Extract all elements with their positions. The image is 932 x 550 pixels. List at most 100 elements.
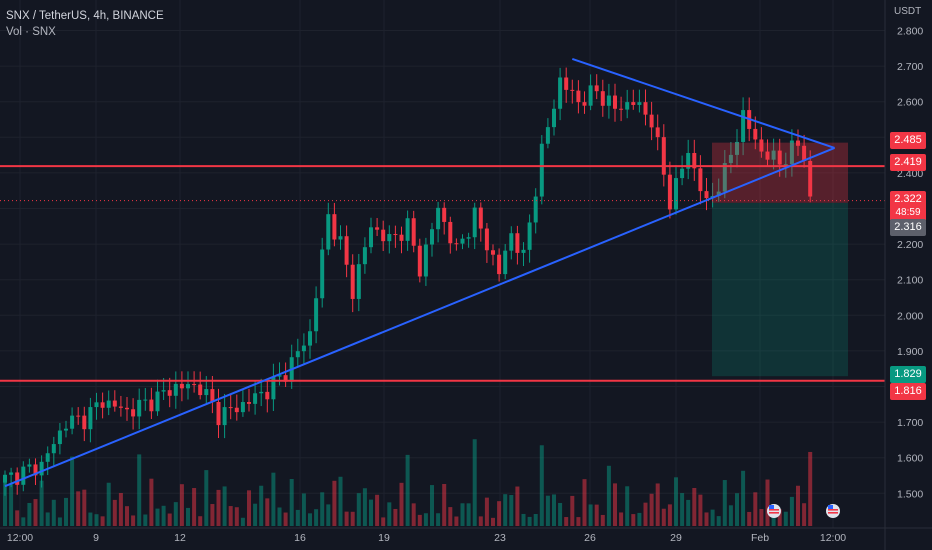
- volume-bar: [112, 499, 117, 526]
- candle-body: [118, 406, 123, 408]
- candle-body: [94, 402, 99, 408]
- candle-body: [509, 233, 514, 251]
- candle-body: [265, 391, 270, 400]
- candle-body: [552, 108, 556, 128]
- candle-body: [759, 139, 764, 152]
- price-axis[interactable]: 2.8002.7002.6002.5002.4002.3002.2002.100…: [884, 0, 923, 550]
- flag-stripe: [828, 512, 838, 514]
- reward-zone: [712, 202, 848, 377]
- candle-body: [149, 399, 154, 412]
- volume-bar: [686, 499, 691, 526]
- candle-body: [423, 244, 428, 277]
- flag-stripe: [828, 509, 838, 511]
- candle-body: [539, 143, 544, 197]
- price-tick-label: 2.200: [897, 239, 923, 251]
- candle-body: [393, 234, 398, 236]
- candle-body: [527, 222, 532, 250]
- volume-bar: [783, 511, 788, 526]
- volume-bar: [27, 502, 32, 526]
- volume-bar: [552, 494, 556, 526]
- volume-bar: [808, 451, 813, 526]
- volume-bar: [228, 506, 233, 526]
- volume-bar: [802, 503, 807, 526]
- candle-body: [161, 390, 166, 392]
- candle-body: [655, 127, 660, 138]
- volume-bar: [179, 484, 184, 526]
- time-tick-label: 12:00: [7, 532, 33, 544]
- candle-body: [558, 77, 563, 109]
- symbol-title[interactable]: SNX / TetherUS, 4h, BINANCE: [6, 10, 164, 22]
- volume-bar: [698, 494, 703, 526]
- volume-bar: [39, 480, 44, 526]
- candle-body: [295, 351, 300, 358]
- volume-bar: [576, 517, 581, 526]
- candle-body: [564, 77, 569, 90]
- volume-bar: [667, 504, 672, 526]
- volume-bar: [655, 483, 660, 526]
- volume-bar: [161, 505, 166, 526]
- candle-body: [21, 466, 26, 485]
- candle-body: [344, 236, 349, 265]
- volume-bar: [759, 509, 764, 526]
- candle-body: [625, 102, 630, 110]
- volume-bar: [344, 511, 349, 526]
- candle-body: [716, 191, 721, 196]
- volume-bar: [747, 511, 752, 526]
- volume-bar: [582, 479, 587, 526]
- candle-body: [613, 95, 617, 109]
- volume-bar: [564, 517, 569, 526]
- time-tick-label: 9: [93, 532, 99, 544]
- candle-body: [521, 249, 526, 253]
- candle-body: [27, 464, 32, 467]
- time-axis[interactable]: 12:00 9 12 16 19 23 26 29 Feb 12:00: [0, 527, 932, 544]
- volume-bar: [411, 503, 416, 526]
- candle-body: [698, 168, 703, 192]
- volume-bar: [491, 517, 495, 526]
- volume-bar: [369, 499, 373, 526]
- volume-bar: [387, 502, 392, 526]
- volume-bar: [588, 504, 593, 526]
- short-position-tool[interactable]: [712, 142, 848, 377]
- volume-bar: [515, 486, 520, 526]
- volume-bar: [765, 479, 770, 526]
- price-tick-label: 2.000: [897, 310, 923, 322]
- candle-body: [570, 89, 575, 91]
- time-tick-label: 26: [584, 532, 596, 544]
- volume-bar: [521, 513, 526, 526]
- volume-bar: [680, 493, 685, 526]
- candle-body: [661, 137, 666, 175]
- volume-bar: [137, 454, 142, 526]
- volume-bar: [466, 503, 471, 526]
- candle-body: [588, 85, 593, 106]
- flag-canton: [769, 505, 774, 509]
- candle-body: [253, 393, 258, 404]
- drawing-lines[interactable]: [0, 58, 885, 488]
- candle-body: [533, 196, 538, 223]
- volume-bar: [399, 482, 404, 526]
- volume-bar: [741, 470, 746, 526]
- volume-bar: [70, 456, 75, 526]
- volume-bar: [222, 486, 227, 526]
- candle-body: [436, 207, 441, 230]
- time-tick-label: 12:00: [820, 532, 846, 544]
- candle-body: [204, 389, 209, 396]
- volume-bar: [417, 514, 422, 526]
- volume-bar: [722, 480, 727, 526]
- economic-events[interactable]: [767, 504, 840, 518]
- volume-bar: [131, 515, 136, 526]
- volume-bar: [619, 512, 624, 526]
- candle-body: [686, 153, 691, 169]
- candle-body: [637, 102, 642, 105]
- candle-body: [765, 151, 770, 160]
- volume-bar: [704, 512, 709, 526]
- volume-bar: [472, 439, 477, 526]
- price-tick-label: 1.700: [897, 417, 923, 429]
- candle-body: [692, 153, 697, 169]
- candle-body: [33, 464, 38, 476]
- candle-body: [375, 227, 380, 230]
- volume-bar: [265, 498, 270, 526]
- volume-bar: [460, 503, 465, 526]
- volume-indicator-label[interactable]: Vol · SNX: [6, 26, 56, 38]
- candle-body: [112, 400, 117, 407]
